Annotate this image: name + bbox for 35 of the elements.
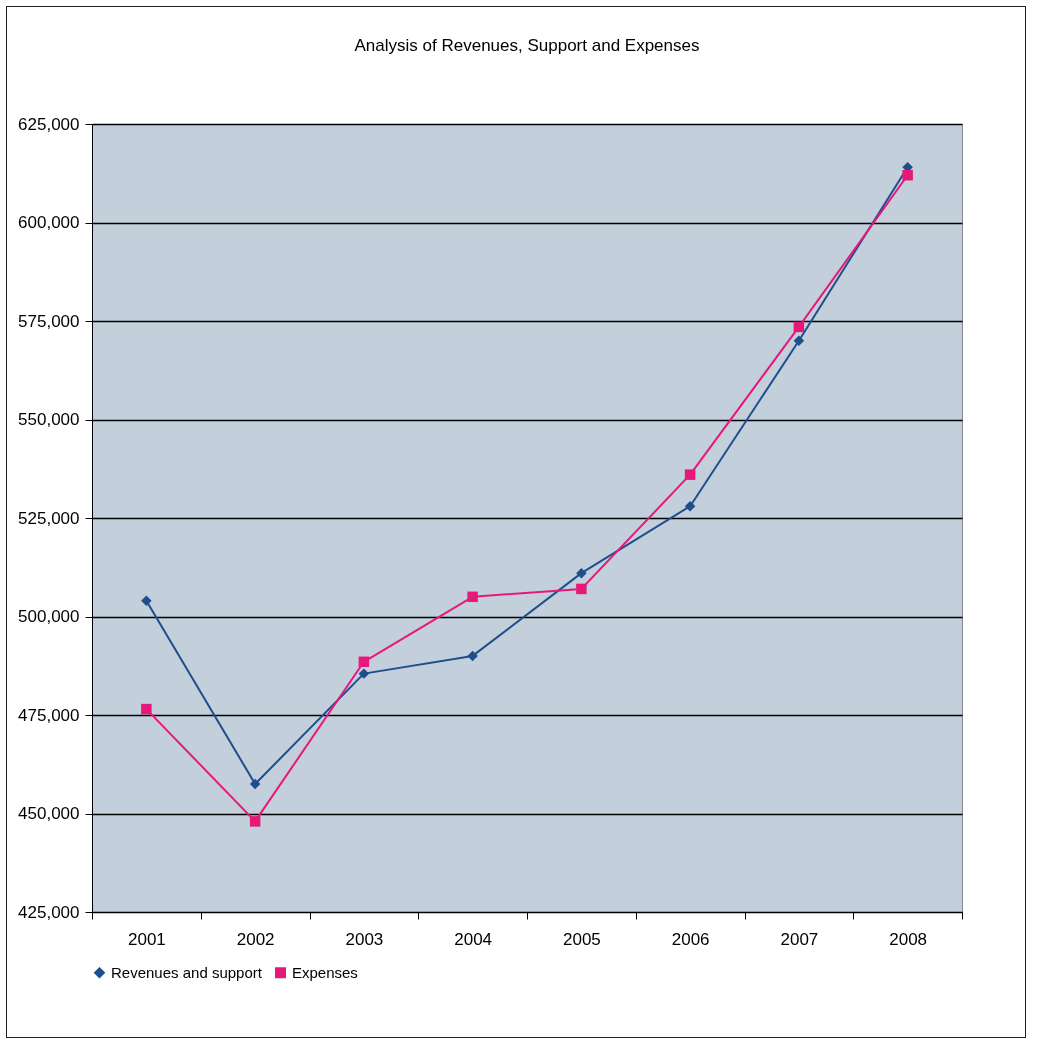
point — [684, 500, 696, 512]
y-tick-label: 475,000 — [18, 705, 80, 725]
legend-label: Expenses — [292, 963, 358, 981]
point — [467, 650, 478, 662]
point — [141, 595, 152, 606]
y-tick-label: 575,000 — [18, 311, 80, 331]
point — [793, 335, 805, 346]
x-tick-label: 2002 — [236, 929, 275, 949]
legend-label: Revenues and support — [111, 963, 263, 981]
y-tick-label: 525,000 — [18, 508, 80, 528]
point — [576, 583, 587, 595]
point — [467, 591, 478, 603]
x-tick-label: 2003 — [345, 929, 384, 949]
point — [358, 668, 370, 679]
point — [793, 321, 805, 333]
x-tick-label: 2001 — [127, 929, 166, 949]
chart-title: Analysis of Revenues, Support and Expenses — [354, 36, 700, 55]
x-tick-label: 2007 — [780, 929, 819, 949]
x-tick-label: 2004 — [454, 929, 493, 949]
y-tick-label: 500,000 — [18, 607, 80, 626]
y-tick-label: 450,000 — [18, 804, 80, 823]
point — [576, 567, 587, 579]
y-tick-label: 600,000 — [18, 213, 80, 232]
point — [358, 656, 370, 668]
point — [684, 469, 696, 480]
point — [249, 778, 261, 790]
x-tick-label: 2006 — [671, 929, 710, 949]
x-tick-label: 2005 — [562, 929, 601, 949]
point — [249, 816, 261, 827]
point — [141, 703, 152, 715]
x-tick-label: 2008 — [889, 929, 928, 949]
y-tick-label: 550,000 — [18, 410, 80, 429]
point — [902, 169, 913, 181]
y-tick-label: 625,000 — [18, 114, 80, 134]
y-tick-label: 425,000 — [18, 902, 80, 922]
